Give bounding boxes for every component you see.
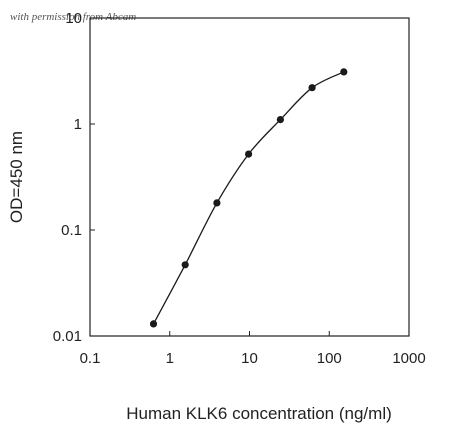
y-axis: 0.01 0.1 1 10 xyxy=(53,10,95,345)
data-point xyxy=(245,150,253,158)
y-tick-label: 10 xyxy=(65,10,82,27)
data-point xyxy=(276,116,284,124)
data-point xyxy=(340,68,348,76)
y-tick-label: 0.01 xyxy=(53,328,82,345)
x-tick-label: 10 xyxy=(241,350,258,367)
x-axis-label: Human KLK6 concentration (ng/ml) xyxy=(126,404,392,423)
data-point xyxy=(149,320,158,328)
data-point xyxy=(213,199,221,207)
x-axis: 0.1 1 10 100 1000 xyxy=(80,331,426,367)
series-points xyxy=(149,68,348,328)
y-tick-label: 1 xyxy=(74,116,82,133)
x-tick-label: 1 xyxy=(166,350,174,367)
watermark-text: with permission from Abcam xyxy=(10,11,136,23)
series-line xyxy=(152,71,345,325)
y-tick-label: 0.1 xyxy=(61,222,82,239)
data-point xyxy=(308,84,316,92)
x-tick-label: 100 xyxy=(317,350,342,367)
y-axis-label: OD=450 nm xyxy=(7,131,26,223)
x-tick-label: 1000 xyxy=(392,350,425,367)
x-tick-label: 0.1 xyxy=(80,350,101,367)
plot-frame xyxy=(89,17,410,337)
data-point xyxy=(181,261,189,269)
